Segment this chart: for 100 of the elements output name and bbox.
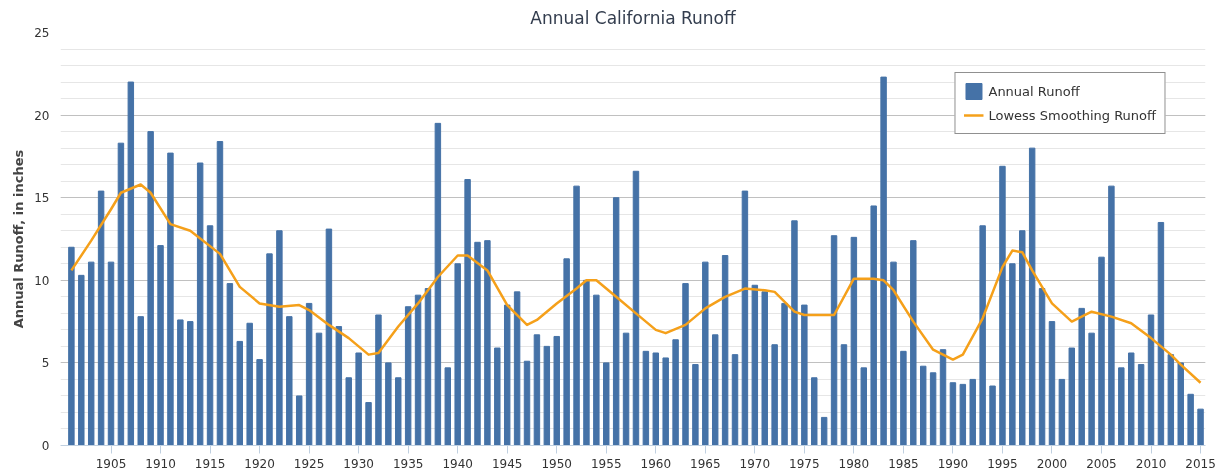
bar: [1157, 221, 1165, 446]
bar: [830, 235, 838, 446]
x-tick-label: 1990: [937, 456, 969, 471]
bar: [395, 377, 402, 446]
x-tick-label: 1945: [491, 456, 523, 471]
bar: [1078, 307, 1085, 446]
bar: [78, 274, 85, 446]
bar: [414, 294, 422, 446]
bar: [68, 246, 75, 446]
y-tick-label: 0: [41, 439, 50, 453]
bar: [117, 142, 125, 446]
x-tick-label: 1975: [789, 456, 820, 471]
bar: [474, 241, 481, 446]
bar: [801, 304, 808, 446]
bar: [771, 344, 778, 446]
bar: [503, 304, 511, 446]
bar: [999, 165, 1006, 446]
bar: [1019, 230, 1026, 446]
bar: [731, 354, 739, 446]
bar: [919, 365, 927, 446]
bar: [345, 377, 352, 446]
bar: [543, 345, 551, 446]
x-tick-label: 1930: [343, 456, 374, 471]
bar: [721, 255, 729, 446]
bar: [404, 306, 412, 446]
bar: [365, 402, 372, 446]
bar: [1009, 263, 1016, 446]
bar: [1127, 352, 1135, 446]
bar: [929, 372, 937, 446]
bar: [434, 122, 442, 446]
bar: [1098, 256, 1105, 446]
bar: [325, 228, 333, 446]
bar: [702, 261, 709, 446]
bar: [672, 339, 679, 446]
bar: [107, 261, 115, 446]
bar: [295, 395, 303, 446]
bar: [870, 205, 877, 446]
bar: [157, 245, 164, 446]
y-tick-label: 20: [34, 108, 50, 123]
bar: [444, 367, 451, 446]
bar: [276, 230, 283, 446]
bar: [910, 240, 917, 446]
x-tick-label: 1935: [392, 456, 424, 471]
bar: [355, 352, 362, 446]
bar: [1028, 147, 1036, 446]
bar: [513, 291, 521, 446]
y-tick-label: 10: [34, 273, 50, 288]
bar: [484, 240, 491, 446]
bar: [375, 314, 382, 446]
bar: [206, 225, 214, 446]
bar: [127, 81, 135, 446]
bar: [167, 152, 174, 446]
bar: [385, 362, 392, 446]
bar: [147, 131, 154, 446]
bar: [563, 258, 570, 446]
x-tick-label: 1940: [442, 456, 473, 471]
bar: [622, 332, 630, 446]
legend-label: Annual Runoff: [988, 83, 1080, 99]
bar: [989, 385, 996, 446]
bar: [820, 416, 828, 446]
bar: [1137, 364, 1145, 446]
bar: [939, 349, 947, 446]
bar: [1177, 362, 1184, 446]
bar: [1108, 185, 1115, 446]
bar: [177, 319, 184, 446]
bar: [880, 76, 887, 446]
bar: [711, 334, 719, 446]
bar: [1167, 354, 1175, 446]
bar: [969, 378, 976, 446]
bar: [87, 261, 95, 446]
bar: [1147, 314, 1155, 446]
bar: [791, 220, 798, 446]
bar: [860, 367, 868, 446]
bar: [781, 302, 788, 446]
bar: [583, 279, 590, 446]
bar: [593, 294, 600, 446]
y-tick-label: 5: [41, 356, 50, 371]
bar: [286, 316, 293, 446]
bar: [612, 197, 620, 446]
bar: [464, 179, 471, 446]
bar: [741, 190, 749, 446]
bar: [1068, 347, 1076, 446]
bar: [751, 284, 759, 446]
bar: [256, 359, 263, 446]
bar: [761, 291, 768, 446]
y-tick-label: 15: [34, 191, 50, 206]
bar: [266, 253, 273, 446]
bar: [1058, 378, 1066, 446]
y-axis-title: Annual Runoff, in inches: [11, 149, 27, 329]
x-tick-label: 1920: [244, 456, 275, 471]
x-tick-label: 2000: [1036, 456, 1068, 471]
bar: [1118, 367, 1125, 446]
bar: [959, 383, 967, 446]
x-tick-label: 1950: [541, 456, 573, 471]
x-tick-label: 1960: [640, 456, 672, 471]
bar: [1187, 393, 1194, 446]
x-tick-label: 1910: [145, 456, 176, 471]
bar: [900, 350, 907, 446]
bar: [454, 263, 461, 446]
bar: [573, 185, 580, 446]
